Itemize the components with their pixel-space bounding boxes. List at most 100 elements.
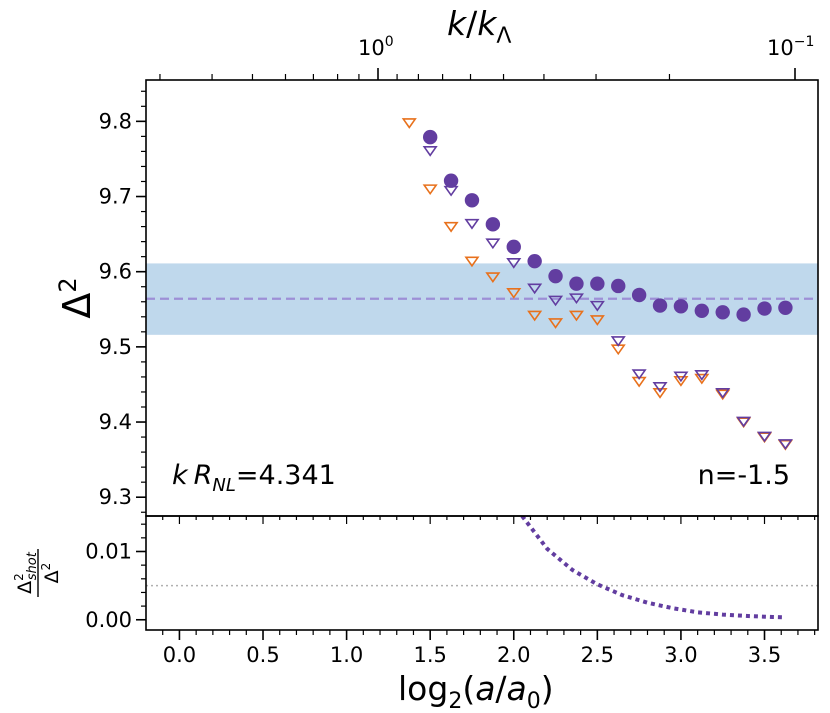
purple-triangle-point [736,416,752,428]
axis-ticks [136,68,816,640]
series-purple-triangles [422,145,793,450]
bottom-x-tick-label: 2.5 [581,643,614,667]
residual-y-tick-label: 0.01 [85,539,132,563]
purple-triangle-point [631,369,647,380]
annotation-krnl: k RNL=4.341 [172,460,336,496]
annotation-n: n=-1.5 [698,460,790,491]
x-title-log: log [398,669,448,708]
main-y-tick-label: 9.8 [99,109,132,133]
orange-triangle-point [443,221,459,233]
top-title-k2: k [477,4,498,43]
top-tick-1-exponent: 0 [385,34,394,50]
orange-triangle-point [568,310,584,322]
purple-triangle-point [506,257,522,269]
ann-k: k [172,460,189,491]
purple-triangle-point [485,238,501,250]
orange-triangle-point [485,272,501,284]
x-title-a0-sub: 0 [527,689,541,713]
num-delta: Δ [14,581,36,594]
x-title-a0: a [507,669,527,708]
bottom-x-tick-label: 0.0 [163,643,196,667]
top-title-slash: / [466,4,478,43]
circle-point [778,300,793,315]
orange-triangle-point [589,315,605,326]
top-title-lambda: Λ [496,24,511,49]
y-title-delta: Δ [55,293,99,319]
x-title-slash: / [495,669,507,708]
purple-triangle-point [777,439,793,450]
purple-triangle-point [568,293,584,305]
top-tick-label-2: 10−1 [767,34,814,60]
orange-triangle-point [506,288,522,299]
x-title-a: a [475,669,495,708]
circle-point [569,276,584,291]
main-y-tick-label: 9.5 [99,335,132,359]
top-tick-2-base: 10 [767,36,794,60]
circle-point [443,173,459,188]
residual-plot-frame [145,515,819,631]
circle-point [506,239,521,255]
purple-triangle-point [589,300,605,312]
bottom-x-tick-label: 1.5 [413,643,446,667]
purple-triangle-point [464,218,480,230]
orange-triangle-point [401,118,417,129]
circle-point [485,217,501,232]
top-tick-label-1: 100 [358,34,394,60]
main-y-axis-title: Δ2 [54,277,99,318]
main-y-tick-label: 9.6 [99,260,132,284]
circle-point [652,298,668,313]
purple-triangle-point [548,295,564,307]
main-y-tick-label: 9.4 [99,410,132,434]
orange-triangle-point [527,310,543,322]
residual-curve [520,516,786,620]
bottom-x-tick-label: 0.5 [246,643,279,667]
circle-point [736,307,751,322]
purple-triangle-point [652,382,668,393]
main-y-tick-label: 9.3 [99,485,132,509]
ann-value: =4.341 [236,460,336,491]
purple-triangle-point [756,431,773,443]
bottom-x-tick-label: 1.0 [330,643,363,667]
circle-point [527,253,542,269]
circle-point [548,269,563,284]
residual-curve-layer [520,516,786,620]
top-title-k: k [447,4,468,43]
top-tick-2-exponent: −1 [794,34,815,50]
residual-y-axis-title: Δ2shot Δ2 [12,549,63,597]
orange-triangle-point [673,376,689,387]
main-y-tick-labels: 9.3 9.4 9.5 9.6 9.7 9.8 [99,109,132,509]
orange-triangle-point [652,388,668,399]
purple-triangle-point [422,145,438,157]
purple-triangle-point [610,336,626,347]
ann-nl: NL [212,475,236,496]
num-square: 2 [12,573,26,581]
residual-y-denominator: Δ2 [39,563,63,584]
purple-triangle-point [715,388,731,399]
residual-y-tick-label: 0.00 [85,608,132,632]
circle-point [715,305,730,320]
bottom-x-tick-label: 3.5 [748,643,781,667]
purple-triangle-point [527,283,543,295]
den-delta: Δ [41,570,63,583]
orange-triangle-point [715,389,731,401]
bottom-x-tick-label: 2.0 [497,643,530,667]
orange-triangle-point [422,184,438,196]
circle-point [694,303,710,318]
purple-triangle-point [694,369,710,381]
orange-triangle-point [548,318,564,329]
circle-point [464,193,480,208]
residual-x-tick-labels: 0.0 0.5 1.0 1.5 2.0 2.5 3.0 3.5 [163,643,781,667]
circle-point [631,287,647,303]
purple-triangle-point [673,371,689,383]
x-title-log-base: 2 [448,689,462,713]
residual-y-tick-labels: 0.00 0.01 [85,539,132,631]
num-subscript: shot [25,551,40,580]
bottom-x-tick-label: 3.0 [664,643,697,667]
circle-point [757,301,772,316]
circle-point [673,299,689,314]
ann-r: R [194,460,213,491]
den-square: 2 [39,563,53,571]
orange-triangle-point [694,373,710,385]
circle-point [422,129,438,145]
